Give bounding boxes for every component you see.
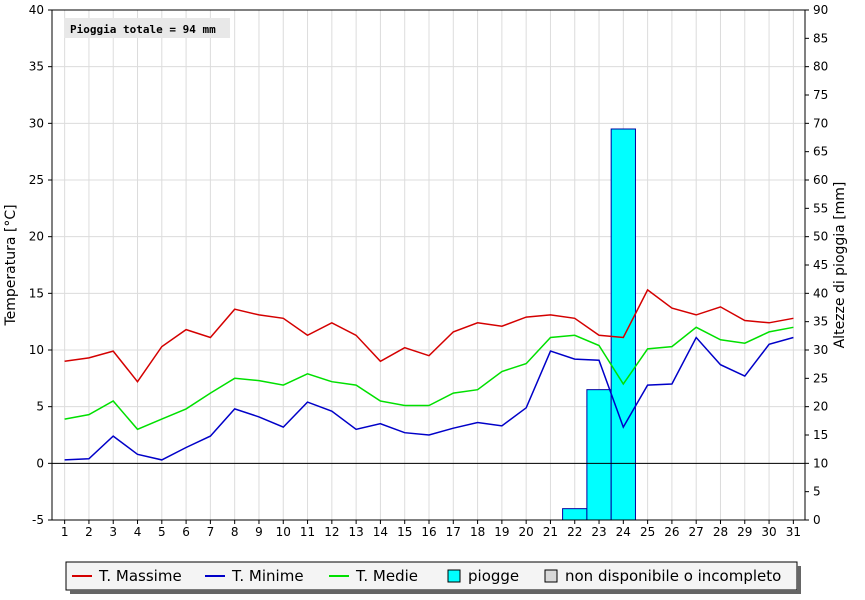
x-tick-label: 15 [397, 525, 412, 539]
right-tick-label: 45 [813, 258, 828, 272]
temperature-lines [64, 288, 794, 461]
x-tick-label: 2 [85, 525, 93, 539]
x-tick-label: 5 [158, 525, 166, 539]
right-tick-label: 80 [813, 60, 828, 74]
x-tick-label: 30 [761, 525, 776, 539]
x-tick-label: 29 [737, 525, 752, 539]
right-tick-label: 5 [813, 485, 821, 499]
series-line-t-massime [64, 288, 794, 383]
rain-total-annotation: Pioggia totale = 94 mm [70, 23, 216, 36]
x-tick-label: 26 [664, 525, 679, 539]
left-tick-label: -5 [32, 513, 44, 527]
left-tick-label: 0 [36, 456, 44, 470]
left-tick-label: 25 [29, 173, 44, 187]
x-tick-label: 12 [324, 525, 339, 539]
x-tick-label: 16 [421, 525, 436, 539]
x-tick-label: 1 [61, 525, 69, 539]
right-tick-label: 40 [813, 286, 828, 300]
x-tick-label: 28 [713, 525, 728, 539]
legend: T. Massime T. Minime T. Medie piogge non dis… [65, 561, 801, 594]
x-tick-label: 10 [276, 525, 291, 539]
x-tick-label: 31 [786, 525, 801, 539]
x-tick-label: 24 [616, 525, 631, 539]
right-tick-label: 25 [813, 371, 828, 385]
left-tick-label: 40 [29, 3, 44, 17]
right-tick-label: 30 [813, 343, 828, 357]
x-tick-label: 20 [519, 525, 534, 539]
x-tick-label: 19 [494, 525, 509, 539]
legend-swatch-box [447, 569, 461, 583]
legend-swatch-box [544, 569, 558, 583]
right-tick-label: 15 [813, 428, 828, 442]
grid [52, 9, 805, 521]
right-tick-label: 55 [813, 201, 828, 215]
left-tick-label: 5 [36, 400, 44, 414]
x-tick-label: 21 [543, 525, 558, 539]
right-tick-label: 90 [813, 3, 828, 17]
right-tick-label: 65 [813, 145, 828, 159]
right-axis-title: Altezze di pioggia [mm] [832, 182, 848, 349]
x-tick-label: 18 [470, 525, 485, 539]
series-line-t-minime [64, 336, 794, 461]
x-axis-ticks: 1 2 3 4 5 6 7 8 9 10 11 12 13 14 15 16 17 18 19 20 21 22 23 24 2… [61, 520, 801, 539]
right-axis-ticks: 0 5 10 15 20 25 30 35 40 45 50 55 60 65 70 75 80 85 90 [805, 3, 828, 527]
right-tick-label: 50 [813, 230, 828, 244]
x-tick-label: 27 [689, 525, 704, 539]
legend-label: T. Massime [98, 567, 182, 585]
legend-shadow [70, 590, 801, 594]
x-tick-label: 8 [231, 525, 239, 539]
legend-label: T. Medie [355, 567, 418, 585]
series-line-t-medie [64, 326, 794, 431]
x-tick-label: 4 [134, 525, 142, 539]
x-tick-label: 14 [373, 525, 388, 539]
left-tick-label: 20 [29, 230, 44, 244]
right-tick-label: 85 [813, 31, 828, 45]
legend-label: piogge [468, 567, 519, 585]
left-tick-label: 10 [29, 343, 44, 357]
x-tick-label: 7 [207, 525, 215, 539]
annotation-box [64, 18, 230, 38]
x-tick-label: 3 [109, 525, 117, 539]
legend-shadow [797, 566, 801, 594]
x-tick-label: 17 [446, 525, 461, 539]
legend-label: T. Minime [231, 567, 304, 585]
x-tick-label: 22 [567, 525, 582, 539]
x-tick-label: 6 [182, 525, 190, 539]
x-tick-label: 11 [300, 525, 315, 539]
right-tick-label: 35 [813, 315, 828, 329]
x-tick-label: 13 [348, 525, 363, 539]
left-tick-label: 30 [29, 116, 44, 130]
right-tick-label: 10 [813, 456, 828, 470]
rain-bar [562, 508, 588, 521]
rain-bar [610, 128, 636, 521]
right-tick-label: 60 [813, 173, 828, 187]
x-tick-label: 23 [591, 525, 606, 539]
left-tick-label: 15 [29, 286, 44, 300]
right-tick-label: 75 [813, 88, 828, 102]
right-tick-label: 0 [813, 513, 821, 527]
x-tick-label: 9 [255, 525, 263, 539]
left-axis-title: Temperatura [°C] [3, 204, 19, 326]
left-axis-ticks: -5 0 5 10 15 20 25 30 35 40 [29, 3, 52, 527]
left-tick-label: 35 [29, 60, 44, 74]
x-tick-label: 25 [640, 525, 655, 539]
legend-label: non disponibile o incompleto [565, 567, 781, 585]
rain-bar [586, 389, 612, 521]
right-tick-label: 70 [813, 116, 828, 130]
right-tick-label: 20 [813, 400, 828, 414]
